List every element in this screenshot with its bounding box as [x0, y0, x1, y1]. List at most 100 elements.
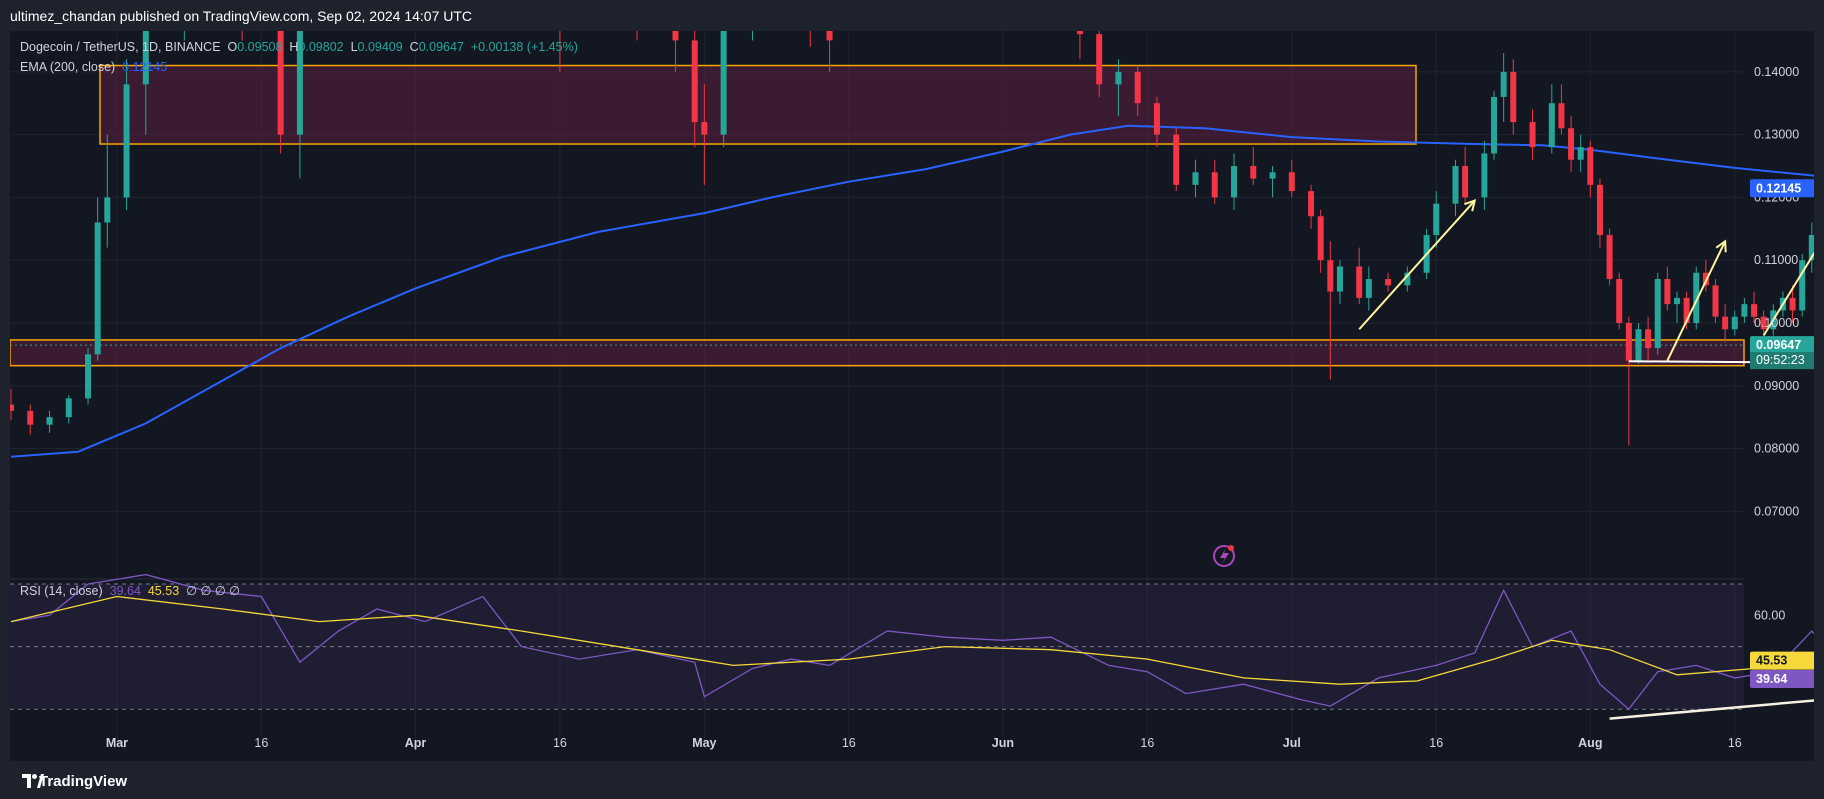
- candle: [1645, 316, 1652, 361]
- candle-body: [1288, 172, 1295, 192]
- candle: [1799, 253, 1806, 317]
- candle-body: [296, 31, 303, 135]
- candle: [183, 31, 185, 41]
- drawing-annotations: [1358, 198, 1814, 364]
- candle: [1076, 31, 1083, 60]
- symbol-label[interactable]: Dogecoin / TetherUS, 1D, BINANCE: [20, 40, 221, 54]
- candle: [1587, 140, 1594, 198]
- candle: [94, 197, 101, 361]
- time-tick-label: Apr: [405, 736, 427, 750]
- candle-body: [1529, 122, 1536, 148]
- candle-body: [1317, 216, 1324, 261]
- candle: [1288, 159, 1295, 198]
- price-tick-label: 0.09000: [1754, 379, 1799, 393]
- candle: [1356, 247, 1363, 305]
- candle-body: [1385, 279, 1392, 286]
- candle-body: [1327, 260, 1334, 292]
- candle-body: [1693, 272, 1700, 323]
- rsi-extra-values: ∅ ∅ ∅ ∅: [186, 584, 241, 598]
- candle-body: [1596, 184, 1603, 236]
- price-tick-label: 0.10000: [1754, 316, 1799, 330]
- candle: [1481, 140, 1488, 210]
- arrow-head: [1464, 198, 1477, 212]
- price-tick-label: 0.07000: [1754, 504, 1799, 518]
- candle: [1577, 134, 1584, 173]
- candle-body: [1500, 71, 1507, 97]
- candle-body: [1587, 147, 1594, 185]
- candle-body: [1558, 103, 1565, 129]
- brand-label: TradingView: [39, 773, 128, 790]
- candle: [1808, 222, 1814, 273]
- candle: [1308, 184, 1315, 229]
- candle: [701, 84, 708, 185]
- candle-body: [1211, 172, 1218, 198]
- candle: [241, 31, 243, 41]
- grid-lines: [10, 31, 1744, 740]
- candle-body: [1741, 304, 1748, 317]
- candle: [752, 31, 754, 41]
- candle: [1096, 31, 1103, 97]
- candle-body: [1606, 235, 1613, 280]
- candle-body: [1616, 279, 1623, 323]
- candle: [10, 388, 14, 421]
- candle-body: [1808, 235, 1814, 261]
- candle-body: [1076, 31, 1083, 35]
- ema-price-label: 0.12145: [1750, 179, 1814, 198]
- time-tick-label: 16: [842, 736, 856, 750]
- candle: [1250, 147, 1257, 185]
- candle: [1741, 297, 1748, 323]
- candle-body: [1096, 34, 1103, 85]
- candle-body: [1308, 191, 1315, 217]
- candle-body: [1722, 316, 1729, 330]
- candle: [1568, 115, 1575, 173]
- candle-body: [1269, 172, 1276, 179]
- trend-arrow: [1358, 198, 1477, 330]
- candle: [1327, 241, 1334, 380]
- candle: [1712, 279, 1719, 323]
- price-tick-label: 0.08000: [1754, 442, 1799, 456]
- candle: [1153, 96, 1160, 148]
- rsi-legend[interactable]: RSI (14, close) 39.64 45.53 ∅ ∅ ∅ ∅: [20, 583, 240, 598]
- countdown-label: 09:52:23: [1756, 353, 1805, 367]
- candle-body: [1577, 147, 1584, 160]
- arrow-shaft: [1762, 251, 1814, 337]
- candle-body: [1433, 203, 1440, 236]
- candle-body: [1731, 316, 1738, 330]
- arrow-shaft: [1666, 240, 1727, 362]
- candle: [1731, 310, 1738, 336]
- resistance-zone: [99, 64, 1417, 145]
- top-bar: ultimez_chandan published on TradingView…: [0, 0, 1824, 31]
- candle: [85, 348, 92, 405]
- candle: [27, 404, 34, 435]
- candle-body: [826, 31, 833, 41]
- price-tick-label: 0.13000: [1754, 128, 1799, 142]
- candle: [1433, 191, 1440, 248]
- candle: [1693, 266, 1700, 330]
- candle-body: [1173, 134, 1180, 185]
- candle: [1500, 52, 1507, 123]
- candle-body: [1365, 279, 1372, 298]
- candle: [65, 395, 72, 424]
- candle: [1558, 84, 1565, 135]
- countdown-box: [1750, 352, 1814, 370]
- candle-body: [1192, 172, 1199, 185]
- time-tick-label: 16: [1429, 736, 1443, 750]
- chart-canvas[interactable]: 0.140000.130000.120000.110000.100000.090…: [10, 31, 1814, 761]
- tradingview-brand[interactable]: TradingView: [12, 772, 127, 790]
- arrow-head: [1715, 239, 1727, 253]
- ema-line: [10, 124, 1814, 458]
- time-tick-label: Mar: [106, 736, 128, 750]
- ema-legend[interactable]: EMA (200, close) 0.12145: [20, 60, 167, 74]
- candle: [1134, 65, 1141, 116]
- time-tick-label: Jul: [1283, 736, 1301, 750]
- lightning-alert-icon[interactable]: [1213, 545, 1235, 567]
- time-tick-label: 16: [1728, 736, 1742, 750]
- candle: [691, 31, 698, 148]
- candle: [809, 31, 811, 47]
- candle: [1491, 90, 1498, 160]
- rsi-ma-line: [10, 595, 1814, 685]
- high-value: 0.09802: [298, 40, 344, 54]
- rsi-label: RSI (14, close): [20, 584, 103, 598]
- candle: [296, 31, 303, 179]
- candle-body: [1481, 153, 1488, 198]
